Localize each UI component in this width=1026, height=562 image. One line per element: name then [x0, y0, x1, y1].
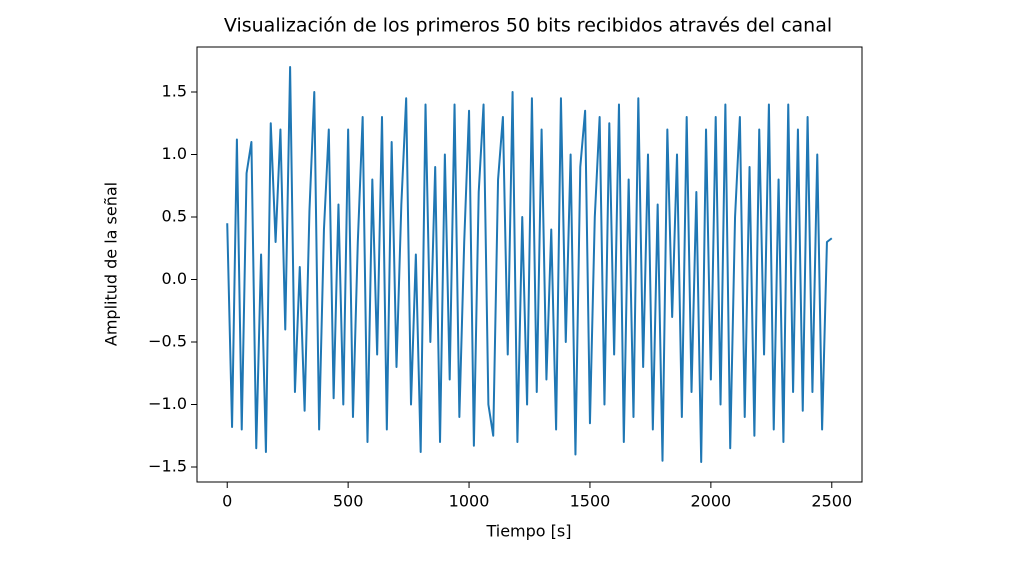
x-tick-label: 2500 — [811, 492, 852, 511]
plot-frame — [196, 46, 863, 483]
x-axis-label: Tiempo [s] — [485, 522, 571, 541]
y-axis-label: Amplitud de la señal — [102, 182, 121, 346]
signal-line — [226, 66, 833, 463]
y-tick-label: −1.0 — [148, 394, 187, 413]
x-tick-label: 1000 — [449, 492, 490, 511]
x-tick-label: 0 — [222, 492, 232, 511]
y-tick-label: 0.5 — [162, 207, 187, 226]
y-tick-label: −0.5 — [148, 332, 187, 351]
x-tick-label: 500 — [333, 492, 364, 511]
chart-title: Visualización de los primeros 50 bits re… — [224, 15, 832, 37]
y-tick-label: 0.0 — [162, 269, 187, 288]
x-tick-label: 1500 — [570, 492, 611, 511]
y-tick-label: −1.5 — [148, 457, 187, 476]
y-tick-label: 1.5 — [162, 82, 187, 101]
x-tick-label: 2000 — [691, 492, 732, 511]
y-tick-label: 1.0 — [162, 144, 187, 163]
